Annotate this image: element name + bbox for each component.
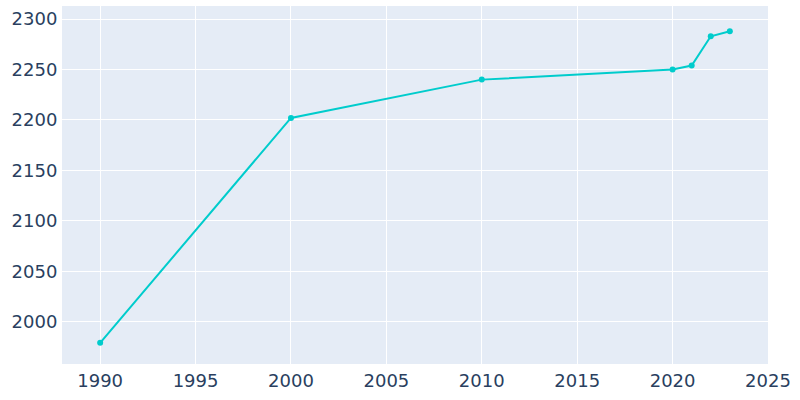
svg-text:2015: 2015 bbox=[554, 370, 600, 391]
svg-text:2300: 2300 bbox=[12, 8, 58, 29]
svg-text:2005: 2005 bbox=[363, 370, 409, 391]
svg-text:2100: 2100 bbox=[12, 210, 58, 231]
svg-text:2250: 2250 bbox=[12, 59, 58, 80]
svg-text:2010: 2010 bbox=[459, 370, 505, 391]
svg-text:2000: 2000 bbox=[12, 311, 58, 332]
svg-text:2000: 2000 bbox=[268, 370, 314, 391]
svg-text:2200: 2200 bbox=[12, 109, 58, 130]
svg-text:2050: 2050 bbox=[12, 261, 58, 282]
svg-text:2025: 2025 bbox=[745, 370, 791, 391]
svg-text:2020: 2020 bbox=[650, 370, 696, 391]
svg-text:2150: 2150 bbox=[12, 160, 58, 181]
svg-text:1995: 1995 bbox=[173, 370, 219, 391]
svg-text:1990: 1990 bbox=[77, 370, 123, 391]
